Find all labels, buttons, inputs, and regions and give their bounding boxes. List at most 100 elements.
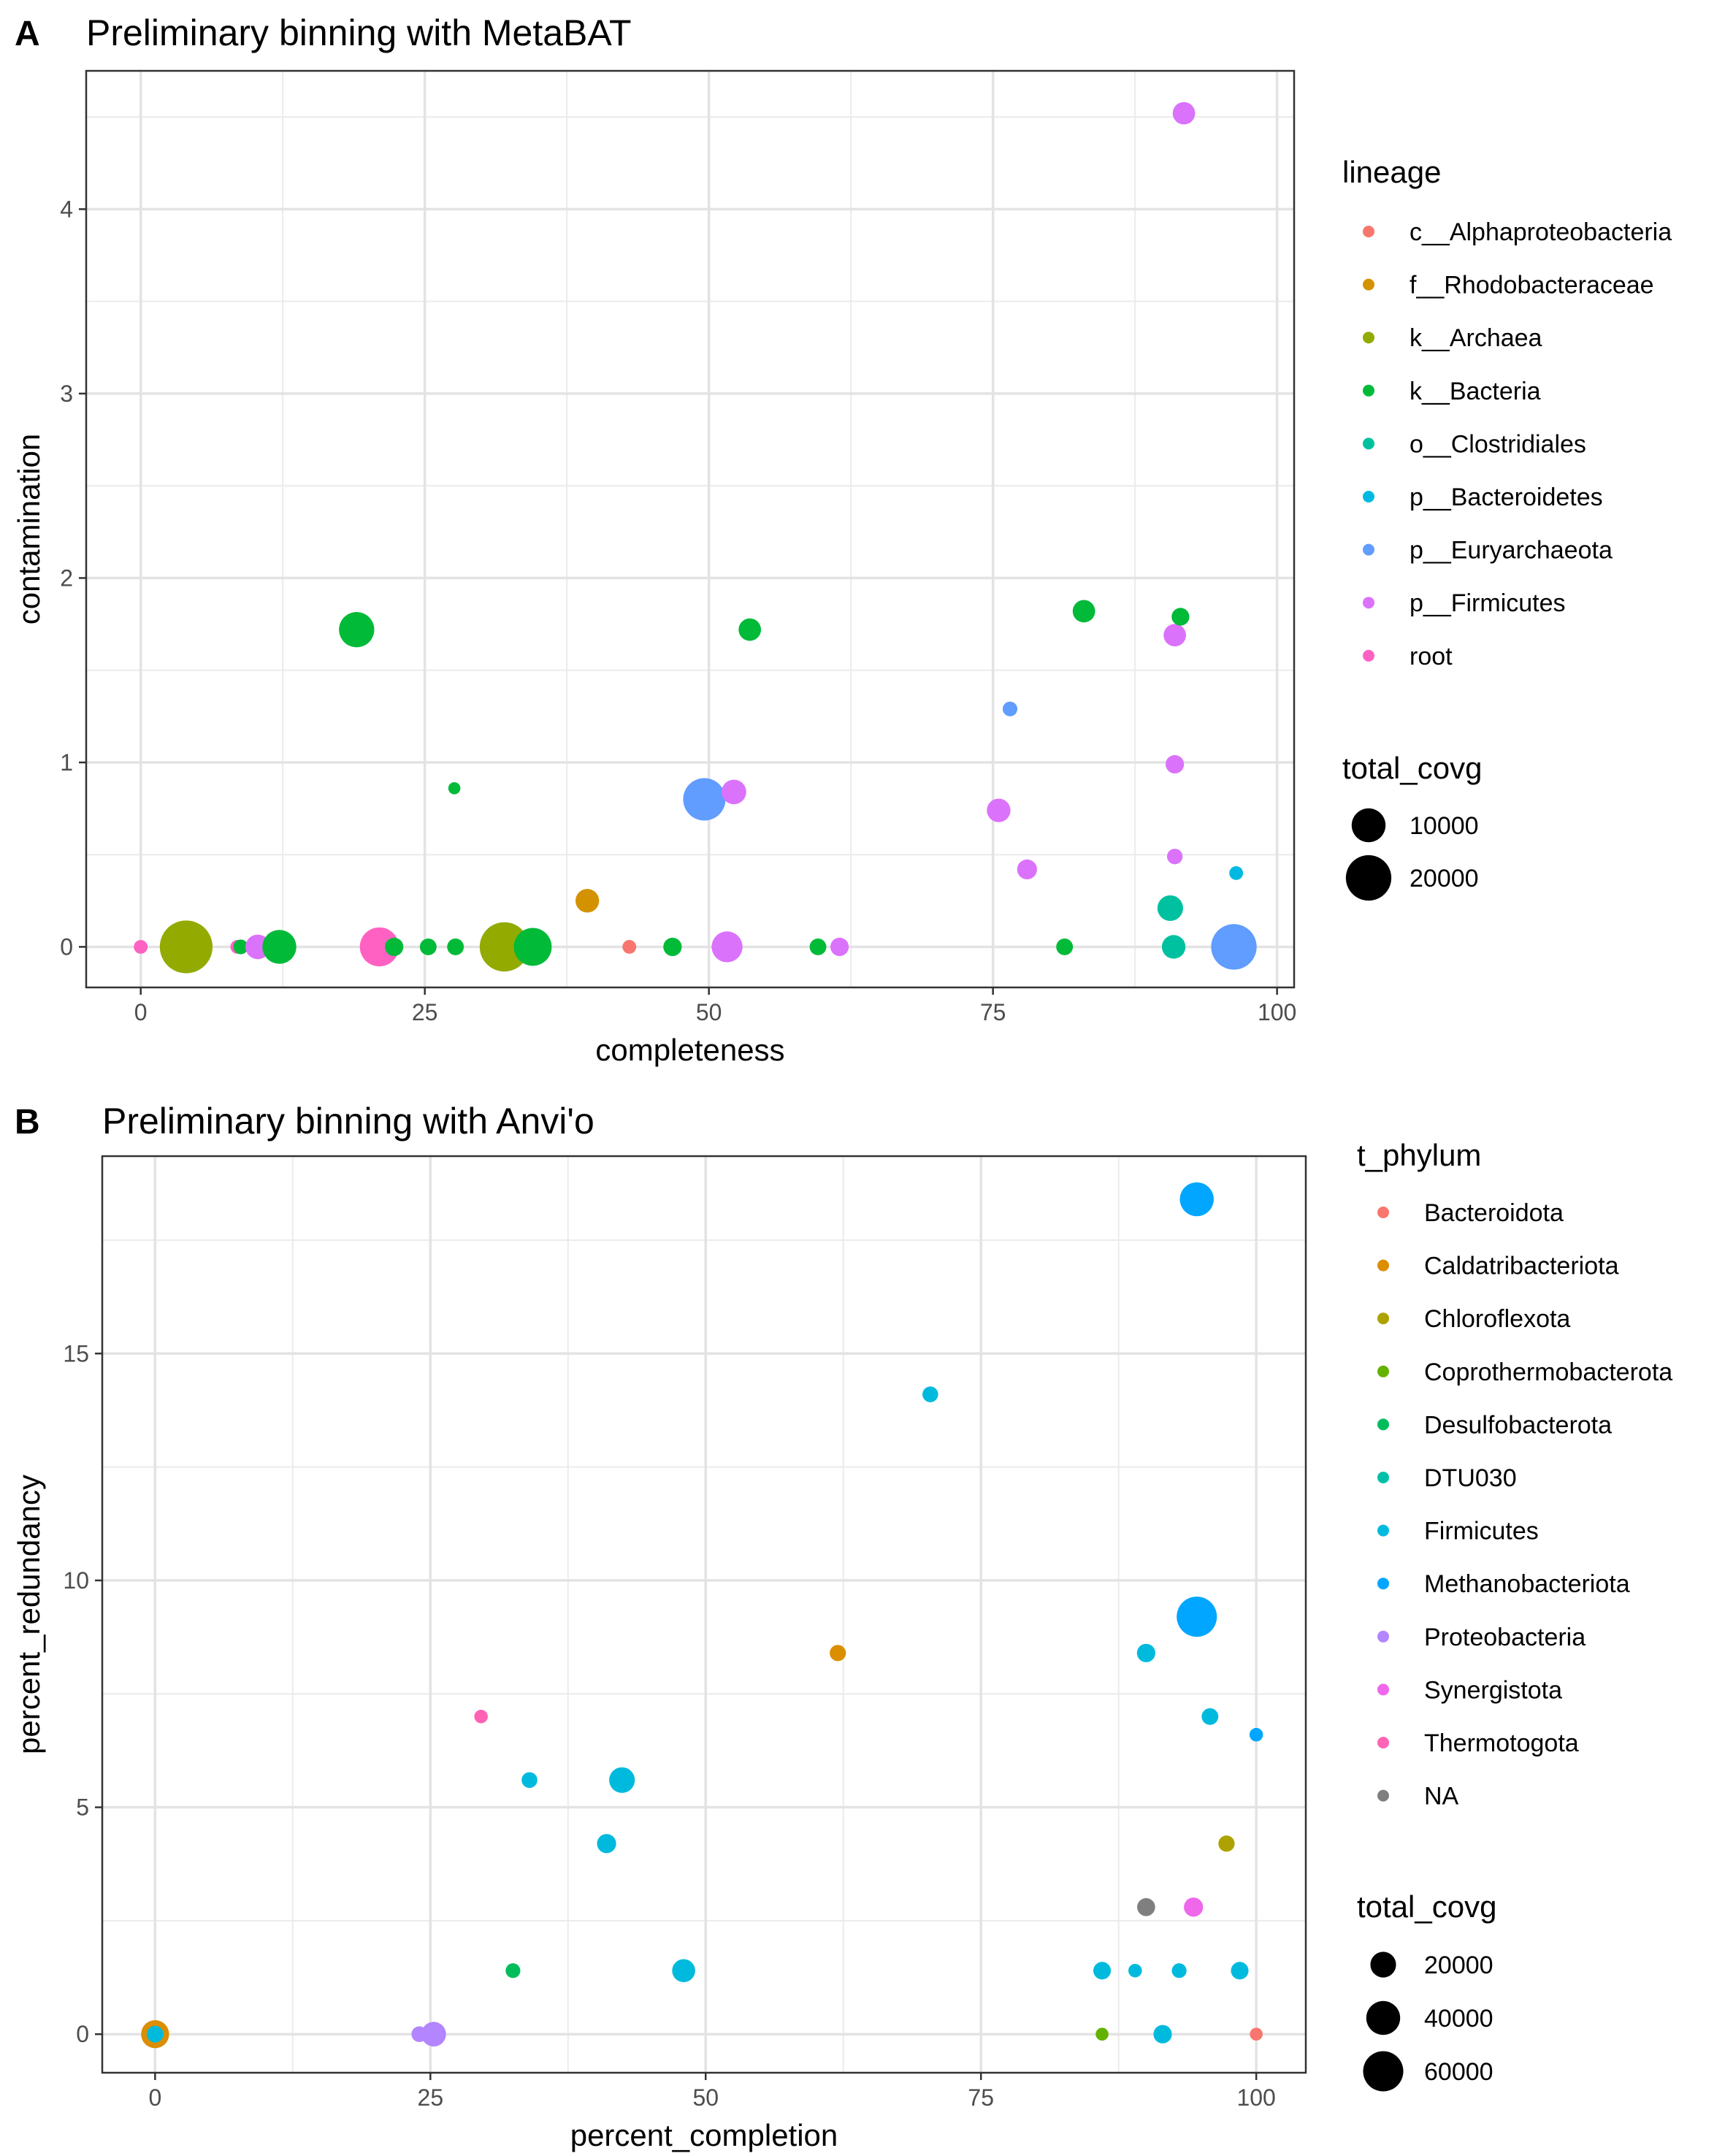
data-point (1153, 2025, 1172, 2044)
legend-key (1377, 1683, 1389, 1696)
legend-label: 20000 (1410, 865, 1479, 892)
x-tick-label: 50 (692, 2084, 719, 2111)
legend-color: t_phylum Bacteroidota Caldatribacteriota Ch… (1357, 1138, 1672, 1811)
legend-label: 60000 (1424, 2058, 1493, 2086)
legend-label: 10000 (1410, 812, 1479, 840)
legend-key (1377, 1737, 1389, 1748)
legend-key (1377, 1630, 1389, 1643)
legend-title: lineage (1342, 155, 1441, 189)
data-point (1250, 2027, 1263, 2041)
data-point (711, 931, 743, 963)
data-point (622, 940, 637, 954)
data-point (339, 611, 375, 648)
legend-label: 20000 (1424, 1952, 1493, 1979)
gridlines (102, 1156, 1306, 2073)
data-point (421, 2022, 446, 2047)
axis-ticks: 0 25 50 75 100 0 5 10 15 (63, 1340, 1275, 2111)
plot-background (86, 71, 1294, 987)
data-point (1095, 2027, 1109, 2041)
data-point (1056, 939, 1074, 955)
data-point (385, 937, 404, 957)
plot-border (85, 69, 1296, 989)
legend-size-key (1366, 2000, 1401, 2035)
legend-label: Caldatribacteriota (1424, 1253, 1619, 1280)
x-tick-label: 75 (980, 999, 1006, 1025)
data-point (1166, 754, 1185, 774)
legend-key (1363, 649, 1374, 662)
data-point (1179, 1182, 1214, 1217)
data-point (479, 922, 529, 972)
x-tick-label: 25 (412, 999, 438, 1025)
legend-key (1377, 1418, 1389, 1431)
y-tick-label: 0 (76, 2021, 89, 2047)
x-tick-label: 100 (1236, 2084, 1275, 2111)
data-point (233, 939, 248, 955)
legend-key (1377, 1524, 1389, 1537)
legend-label: Coprothermobacterota (1424, 1358, 1672, 1386)
x-tick-label: 0 (134, 999, 148, 1025)
data-point (683, 778, 726, 821)
legend-key (1377, 1472, 1389, 1483)
legend-label: Firmicutes (1424, 1518, 1539, 1545)
data-point (1171, 1963, 1187, 1979)
data-point (1002, 701, 1018, 716)
legend-label: p__Bacteroidetes (1410, 483, 1603, 511)
legend-key (1363, 543, 1374, 556)
legend-label: Synergistota (1424, 1676, 1562, 1704)
legend-size-key (1351, 808, 1386, 843)
legend-key (1363, 437, 1374, 450)
data-point (474, 1710, 488, 1724)
data-point (1218, 1835, 1235, 1852)
data-point (1163, 624, 1186, 647)
legend-color: lineage c__Alphaproteobacteria f__Rhodobac… (1342, 155, 1672, 670)
data-point (1157, 895, 1183, 921)
data-point (609, 1767, 635, 1793)
x-tick-label: 25 (418, 2084, 444, 2111)
legend-title: t_phylum (1357, 1138, 1481, 1172)
data-point (1177, 1597, 1217, 1637)
plot-border (101, 1155, 1307, 2074)
data-point (575, 889, 600, 913)
data-point (830, 937, 849, 957)
data-point (146, 2025, 164, 2043)
data-point (1201, 1708, 1219, 1725)
data-point (1072, 600, 1095, 623)
x-axis-title: completeness (595, 1033, 784, 1067)
panel-a: A Preliminary binning with MetaBAT 0 25 50 75… (12, 12, 1672, 1067)
legend-key (1377, 1578, 1389, 1590)
legend-label: Proteobacteria (1424, 1624, 1586, 1651)
panel-label: B (15, 1103, 40, 1142)
data-point (521, 1772, 538, 1789)
legend-size-key (1345, 855, 1392, 901)
legend-label: 40000 (1424, 2005, 1493, 2033)
data-point (448, 781, 461, 795)
y-axis-title: contamination (12, 434, 46, 625)
legend-label: NA (1424, 1783, 1459, 1811)
legend-key (1363, 384, 1374, 397)
data-point (505, 1963, 521, 1979)
legend-label: Methanobacteriota (1424, 1570, 1630, 1598)
y-tick-label: 1 (60, 749, 73, 776)
data-point (663, 937, 682, 957)
y-tick-label: 3 (60, 381, 73, 407)
data-points (134, 102, 1257, 974)
legend-key (1377, 1312, 1389, 1325)
legend-label: f__Rhodobacteraceae (1410, 272, 1654, 299)
legend-label: o__Clostridiales (1410, 430, 1586, 458)
y-tick-label: 5 (76, 1794, 89, 1821)
legend-size: total_covg 10000 20000 (1342, 751, 1482, 901)
legend-title: total_covg (1357, 1889, 1496, 1924)
y-tick-label: 15 (63, 1340, 89, 1366)
data-point (1128, 1963, 1142, 1978)
legend-key (1363, 491, 1374, 502)
y-tick-label: 2 (60, 565, 73, 591)
data-point (738, 618, 762, 641)
data-point (1136, 1643, 1155, 1662)
chart-title: Preliminary binning with Anvi'o (102, 1101, 594, 1142)
data-point (419, 939, 437, 955)
legend-key (1377, 1259, 1389, 1272)
data-point (513, 928, 552, 966)
data-point (1161, 935, 1186, 959)
plot-background (102, 1156, 1306, 2073)
